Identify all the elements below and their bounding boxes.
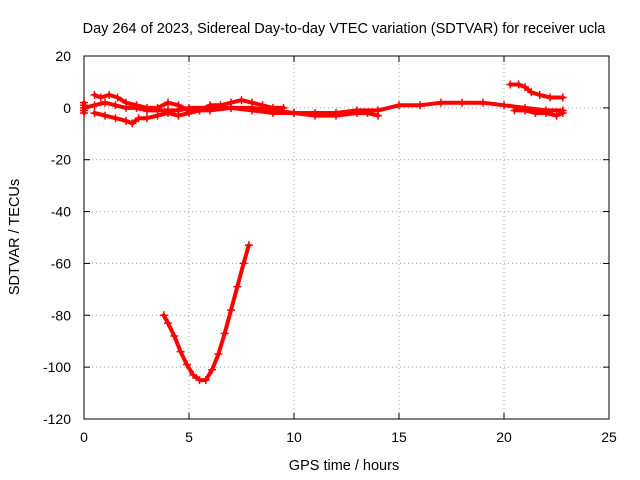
y-tick-label: -20 xyxy=(51,152,71,168)
data-point xyxy=(111,114,120,123)
data-point xyxy=(80,109,88,118)
data-point xyxy=(437,98,445,107)
y-tick-labels: 20 0 -20 -40 -60 -80 -100 -120 xyxy=(43,48,71,427)
y-tick-label: -120 xyxy=(43,411,71,427)
data-point xyxy=(185,109,193,118)
series-band-lower xyxy=(90,103,382,128)
data-point xyxy=(132,103,141,112)
data-point xyxy=(227,306,235,315)
data-point xyxy=(153,111,162,120)
data-point xyxy=(90,109,99,118)
series-late-arc xyxy=(506,80,567,102)
data-point xyxy=(521,106,529,115)
y-axis-label: SDTVAR / TECUs xyxy=(7,179,23,295)
plot-frame xyxy=(83,55,610,420)
data-point xyxy=(542,109,550,118)
data-point xyxy=(479,98,487,107)
x-tick-label: 20 xyxy=(496,429,512,445)
data-point xyxy=(113,93,122,102)
data-point xyxy=(546,93,555,102)
data-point xyxy=(174,111,183,120)
data-point xyxy=(311,111,319,120)
data-point xyxy=(143,114,151,123)
data-point xyxy=(220,329,229,338)
data-point xyxy=(101,98,109,107)
data-point xyxy=(514,80,523,89)
x-tick-label: 10 xyxy=(286,429,302,445)
y-tick-label: -100 xyxy=(43,359,71,375)
series-start-marks xyxy=(80,98,88,118)
y-tick-label: 0 xyxy=(63,100,71,116)
data-point xyxy=(395,101,403,110)
data-point xyxy=(535,90,544,99)
data-point xyxy=(122,103,130,112)
data-point xyxy=(353,109,361,118)
data-point xyxy=(506,80,515,89)
data-point xyxy=(195,106,204,115)
data-point xyxy=(558,109,567,118)
data-point xyxy=(558,93,567,102)
data-point xyxy=(208,365,217,374)
data-point xyxy=(206,106,214,115)
data-point xyxy=(201,376,210,385)
data-point xyxy=(128,119,137,128)
data-point xyxy=(552,111,561,120)
data-point xyxy=(248,106,256,115)
data-point xyxy=(96,93,105,102)
data-point xyxy=(290,109,298,118)
data-point xyxy=(233,282,242,291)
data-point xyxy=(332,111,340,120)
data-point xyxy=(143,106,151,115)
series-trace xyxy=(92,105,380,126)
data-point xyxy=(521,83,529,92)
data-point xyxy=(244,241,253,250)
data-point xyxy=(416,101,424,110)
data-point xyxy=(111,101,120,110)
series-late-low xyxy=(510,106,567,120)
data-point xyxy=(90,101,99,110)
chart-title: Day 264 of 2023, Sidereal Day-to-day VTE… xyxy=(83,21,607,37)
data-point xyxy=(170,332,179,341)
x-tick-label: 15 xyxy=(391,429,407,445)
data-point xyxy=(189,370,198,379)
data-point xyxy=(134,114,143,123)
y-tick-label: -60 xyxy=(51,255,71,271)
data-point xyxy=(182,360,191,369)
data-point xyxy=(527,88,536,97)
data-point xyxy=(363,109,372,118)
x-tick-labels: 0 5 10 15 20 25 xyxy=(80,429,617,445)
data-point xyxy=(159,311,168,320)
x-tick-label: 5 xyxy=(185,429,193,445)
x-tick-label: 0 xyxy=(80,429,88,445)
x-axis-label: GPS time / hours xyxy=(289,458,399,474)
data-point xyxy=(101,111,109,120)
data-point xyxy=(237,96,246,105)
data-point xyxy=(269,109,277,118)
data-point xyxy=(531,109,540,118)
data-point xyxy=(510,106,519,115)
data-point xyxy=(90,90,99,99)
data-point xyxy=(500,101,508,110)
data-point xyxy=(164,109,172,118)
y-tick-label: 20 xyxy=(55,48,71,64)
data-point xyxy=(122,116,130,125)
y-tick-label: -40 xyxy=(51,204,71,220)
x-tick-label: 25 xyxy=(601,429,617,445)
data-point xyxy=(374,111,382,120)
data-point xyxy=(239,259,248,268)
data-point xyxy=(214,350,223,359)
data-point xyxy=(458,98,466,107)
data-point xyxy=(227,103,235,112)
series-arc-dip xyxy=(159,241,253,385)
data-point xyxy=(164,98,172,107)
data-series xyxy=(80,80,567,385)
y-tick-label: -80 xyxy=(51,307,71,323)
data-point xyxy=(164,319,172,328)
data-point xyxy=(105,90,114,99)
data-point xyxy=(176,347,185,356)
